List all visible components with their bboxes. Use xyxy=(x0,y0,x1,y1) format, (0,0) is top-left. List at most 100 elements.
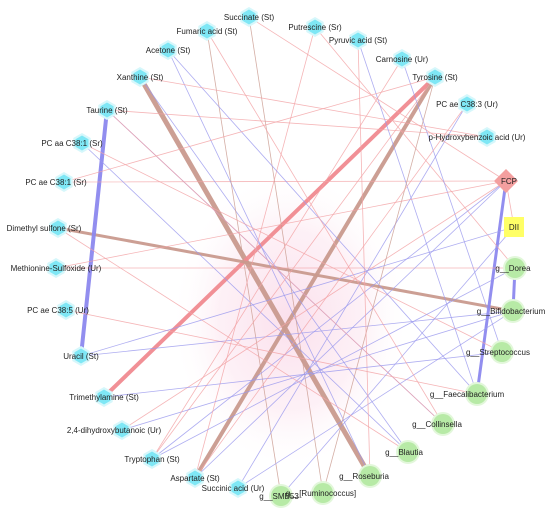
node-label: g__SMB53 xyxy=(259,492,299,501)
node-label: g__Blautia xyxy=(385,448,423,457)
node-label: Putrescine (Sr) xyxy=(288,23,342,32)
node-label: p-Hydroxybenzoic acid (Ur) xyxy=(429,133,526,142)
edge-roseburia-pyruvic xyxy=(357,39,371,477)
edge-aspartate-putrescine xyxy=(194,26,316,479)
node-collinsella[interactable]: g__Collinsella xyxy=(412,412,462,436)
node-faecali[interactable]: g__Faecalibacterium xyxy=(430,382,505,406)
node-label: Succinic acid (Ur) xyxy=(202,484,265,493)
node-succinic[interactable]: Succinic acid (Ur) xyxy=(202,478,265,498)
node-label: Uracil (St) xyxy=(63,352,99,361)
edge-dii-uracil xyxy=(80,226,515,357)
node-label: g__Roseburia xyxy=(339,472,389,481)
node-phba[interactable]: p-Hydroxybenzoic acid (Ur) xyxy=(429,127,526,147)
node-label: FCP xyxy=(501,177,517,186)
edge-smb53-dii xyxy=(280,226,515,497)
edge-layer xyxy=(55,16,517,497)
node-fcp[interactable]: FCP xyxy=(494,169,518,193)
node-fumaric[interactable]: Fumaric acid (St) xyxy=(177,21,238,41)
edge-pcaa381-blautia xyxy=(81,142,409,453)
node-label: Pyruvic acid (St) xyxy=(329,36,388,45)
node-putrescine[interactable]: Putrescine (Sr) xyxy=(288,17,342,37)
node-label: Dimethyl sulfone (Sr) xyxy=(7,224,82,233)
node-label: PC aa C38:1 (Sr) xyxy=(41,139,103,148)
edge-collinsella-taurine xyxy=(106,109,444,425)
node-label: Carnosine (Ur) xyxy=(376,55,429,64)
edge-tryptophan-tyrosine xyxy=(151,76,436,460)
node-label: 2,4-dihydroxybutanoic (Ur) xyxy=(67,426,162,435)
node-smb53[interactable]: g__SMB53 xyxy=(259,484,299,508)
node-blautia[interactable]: g__Blautia xyxy=(385,440,423,464)
edge-uracil-bifido xyxy=(80,310,514,357)
node-xanthine[interactable]: Xanthine (St) xyxy=(117,67,164,87)
node-roseburia[interactable]: g__Roseburia xyxy=(339,464,389,488)
edge-tyrosine-aspartate xyxy=(193,75,437,480)
node-pcae385[interactable]: PC ae C38:5 (Ur) xyxy=(27,300,89,320)
edge-carnosine-strepto xyxy=(401,58,503,353)
node-pcaa381[interactable]: PC aa C38:1 (Sr) xyxy=(41,133,103,153)
node-label: g__Collinsella xyxy=(412,420,462,429)
edge-fcp-metsulf xyxy=(55,180,507,269)
node-taurine[interactable]: Taurine (St) xyxy=(86,100,128,120)
node-label: Trimethylamine (St) xyxy=(69,393,139,402)
node-dii[interactable]: DII xyxy=(504,217,524,237)
node-dms[interactable]: Dimethyl sulfone (Sr) xyxy=(7,218,82,238)
edge-tyrosine-trimethylamine xyxy=(102,75,437,399)
node-rumino[interactable]: g__[Ruminococcus] xyxy=(286,481,356,505)
node-label: Taurine (St) xyxy=(86,106,128,115)
edge-fumaric-collinsella xyxy=(206,30,444,425)
node-pyruvic[interactable]: Pyruvic acid (St) xyxy=(329,30,388,50)
edge-taurine-uracil xyxy=(79,108,109,358)
node-acetone[interactable]: Acetone (St) xyxy=(146,40,191,60)
node-tyrosine[interactable]: Tyrosine (St) xyxy=(412,67,458,87)
edge-tyrosine-pcae381 xyxy=(63,76,436,183)
edge-carnosine-tryptophan xyxy=(151,58,403,460)
node-label: Fumaric acid (St) xyxy=(177,27,238,36)
node-layer: Succinate (St) Putrescine (Sr) Fumaric aci… xyxy=(7,7,546,508)
node-label: Aspartate (St) xyxy=(170,474,220,483)
node-tryptophan[interactable]: Tryptophan (St) xyxy=(124,449,180,469)
node-carnosine[interactable]: Carnosine (Ur) xyxy=(376,49,429,69)
node-metsulf[interactable]: Methionine-Sulfoxide (Ur) xyxy=(11,258,102,278)
edge-bifido-dhb xyxy=(121,310,514,431)
edge-succinate-rumino xyxy=(248,16,324,494)
node-label: g__Dorea xyxy=(495,264,531,273)
node-aspartate[interactable]: Aspartate (St) xyxy=(170,468,220,488)
node-label: g__Bifidobacterium xyxy=(477,307,546,316)
edge-xanthine-roseburia xyxy=(137,74,373,479)
edge-succinic-bifido xyxy=(237,310,514,489)
edge-pcaa381-strepto xyxy=(81,142,503,353)
edge-putrescine-dorea xyxy=(314,26,516,269)
node-trimethylamine[interactable]: Trimethylamine (St) xyxy=(69,387,139,407)
edge-pcae383-aspartate xyxy=(194,103,468,479)
node-pcae381[interactable]: PC ae C38:1 (Sr) xyxy=(25,172,87,192)
node-label: DII xyxy=(509,223,519,232)
node-label: Tyrosine (St) xyxy=(412,73,458,82)
node-label: Acetone (St) xyxy=(146,46,191,55)
node-pcae383[interactable]: PC ae C38:3 (Ur) xyxy=(436,94,498,114)
node-dhb[interactable]: 2,4-dihydroxybutanoic (Ur) xyxy=(67,420,162,440)
node-label: g__Faecalibacterium xyxy=(430,390,505,399)
edge-dms-bifido xyxy=(56,226,515,313)
node-uracil[interactable]: Uracil (St) xyxy=(63,346,99,366)
node-bifido[interactable]: g__Bifidobacterium xyxy=(477,299,546,323)
node-label: Tryptophan (St) xyxy=(124,455,180,464)
edge-blautia-dms xyxy=(57,227,409,453)
edge-tryptophan-fcp xyxy=(151,180,507,460)
node-label: g__[Ruminococcus] xyxy=(286,489,356,498)
edge-pcae381-fcp xyxy=(63,180,507,183)
node-label: PC ae C38:5 (Ur) xyxy=(27,306,89,315)
node-strepto[interactable]: g__Streptococcus xyxy=(466,340,530,364)
node-label: Succinate (St) xyxy=(224,13,275,22)
edge-taurine-phba xyxy=(106,109,488,138)
edge-dhb-fcp xyxy=(121,180,507,431)
edge-faecali-acetone xyxy=(167,49,478,395)
edge-pcae385-faecali xyxy=(65,309,478,395)
node-succinate[interactable]: Succinate (St) xyxy=(224,7,275,27)
edge-succinic-pcae383 xyxy=(237,103,468,489)
edge-acetone-roseburia xyxy=(167,49,371,477)
node-dorea[interactable]: g__Dorea xyxy=(495,256,531,280)
edge-xanthine-phba xyxy=(139,76,488,138)
node-label: Xanthine (St) xyxy=(117,73,164,82)
